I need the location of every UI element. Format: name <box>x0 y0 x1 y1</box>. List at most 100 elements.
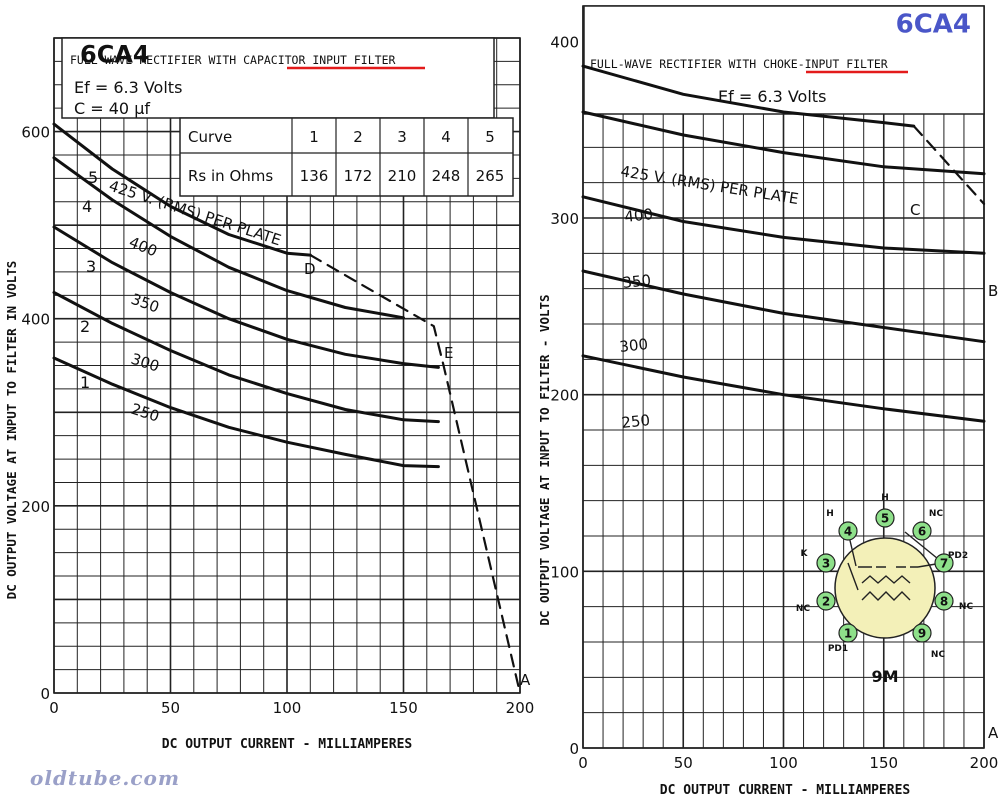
left-curve-voltage-4: 400 <box>127 233 160 260</box>
left-series-5-line <box>52 122 312 257</box>
table-curve-5: 5 <box>485 128 495 146</box>
right-y-axis-label: DC OUTPUT VOLTAGE AT INPUT TO FILTER - V… <box>537 294 552 625</box>
right-curve-voltage-425: 425 V. (RMS) PER PLATE <box>619 162 799 208</box>
right-point-label-b: B <box>988 282 998 300</box>
table-header-label: Curve <box>188 128 232 146</box>
left-series-4-line <box>52 156 405 320</box>
right-x-tick-label: 150 <box>869 754 898 772</box>
left-x-tick-label: 200 <box>506 699 535 717</box>
left-x-tick-label: 50 <box>161 699 180 717</box>
pin-7-number: 7 <box>940 557 948 571</box>
table-row-label: Rs in Ohms <box>188 167 273 185</box>
right-x-axis-label: DC OUTPUT CURRENT - MILLIAMPERES <box>660 783 911 798</box>
left-curve-number-1: 1 <box>80 373 90 392</box>
left-curve-voltage-3: 350 <box>129 290 162 317</box>
right-chart-panel: 6CA4 FULL-WAVE RECTIFIER WITH CHOKE-INPU… <box>537 5 999 798</box>
pin-8-number: 8 <box>940 595 948 609</box>
right-series-350-line <box>581 195 986 255</box>
left-point-label-e: E <box>444 344 453 362</box>
tube-envelope <box>834 537 936 639</box>
left-curve-number-4: 4 <box>82 197 92 216</box>
left-y-tick-label: 200 <box>21 498 50 516</box>
left-capacitance-label: C = 40 μf <box>74 99 150 118</box>
left-ef-label: Ef = 6.3 Volts <box>74 78 182 97</box>
right-x-tick-label: 50 <box>674 754 693 772</box>
left-x-axis-label: DC OUTPUT CURRENT - MILLIAMPERES <box>162 737 413 752</box>
pin-7-name: PD2 <box>948 551 968 561</box>
left-title-box <box>61 37 495 119</box>
pin-3-number: 3 <box>822 557 830 571</box>
left-y-axis-label: DC OUTPUT VOLTAGE AT INPUT TO FILTER IN … <box>4 261 19 600</box>
right-point-label-a: A <box>988 724 999 742</box>
right-curve-voltage-350: 350 <box>622 271 652 292</box>
right-point-label-c: C <box>910 201 920 219</box>
right-series-400-line <box>581 110 986 176</box>
pin-1-name: PD1 <box>828 644 848 654</box>
table-rs-1: 136 <box>300 167 329 185</box>
left-series-1-line <box>52 356 440 469</box>
right-series-425-line <box>581 64 916 128</box>
table-curve-2: 2 <box>353 128 363 146</box>
left-curve-voltage-2: 300 <box>129 350 162 376</box>
right-series-limit-line <box>912 124 986 205</box>
pin-1-circle <box>838 623 858 643</box>
pin-6-circle <box>912 521 932 541</box>
pin-9-circle <box>912 623 932 643</box>
right-y-tick-label: 0 <box>569 740 579 758</box>
pin-5-number: 5 <box>881 512 889 526</box>
pin-2-circle <box>816 591 836 611</box>
pin-1-number: 1 <box>844 627 852 641</box>
right-x-tick-label: 100 <box>769 754 798 772</box>
pin-3-circle <box>816 553 836 573</box>
left-x-tick-label: 150 <box>389 699 418 717</box>
right-y-tick-label: 300 <box>550 210 579 228</box>
table-curve-3: 3 <box>397 128 407 146</box>
pin-4-name: H <box>826 509 834 519</box>
left-series-2-line <box>52 291 440 424</box>
left-curve-number-5: 5 <box>88 168 98 187</box>
pin-8-name: NC <box>959 602 974 612</box>
watermark: oldtube.com <box>30 766 181 790</box>
left-tube-label: 6CA4 <box>80 41 150 69</box>
pin-8-circle <box>934 591 954 611</box>
pin-9-number: 9 <box>918 627 926 641</box>
rs-table: Curve Rs in Ohms 1 2 3 4 5 136 172 210 2… <box>179 117 514 197</box>
left-x-tick-label: 0 <box>49 699 59 717</box>
pin-5-name: H <box>881 493 889 503</box>
right-y-tick-label: 400 <box>550 33 579 51</box>
right-tick-labels: 0 50 100 150 200 0 100 200 300 400 <box>550 33 998 772</box>
table-rs-4: 248 <box>432 167 461 185</box>
left-tick-labels: 0 50 100 150 200 0 200 400 600 <box>21 124 534 717</box>
pin-2-number: 2 <box>822 595 830 609</box>
right-curve-voltage-400: 400 <box>624 205 654 226</box>
right-x-tick-label: 0 <box>578 754 588 772</box>
table-curve-1: 1 <box>309 128 319 146</box>
pin-2-name: NC <box>796 604 811 614</box>
right-x-tick-label: 200 <box>970 754 999 772</box>
right-title-box <box>583 5 985 115</box>
left-curve-number-3: 3 <box>86 257 96 276</box>
right-series-300-line <box>581 269 986 344</box>
right-y-tick-label: 100 <box>550 563 579 581</box>
right-series-250-line <box>581 354 986 423</box>
left-series-3-line <box>52 225 440 369</box>
table-rs-5: 265 <box>476 167 505 185</box>
left-chart-title: FULL WAVE RECTIFIER WITH CAPACITOR INPUT… <box>70 53 395 67</box>
left-series-limit-line <box>309 254 522 695</box>
left-chart-panel: 6CA4 FULL WAVE RECTIFIER WITH CAPACITOR … <box>4 37 534 752</box>
pin-7-circle <box>934 553 954 573</box>
right-tube-label: 6CA4 <box>896 9 971 39</box>
pin-6-number: 6 <box>918 525 926 539</box>
electrode-symbol <box>847 531 944 601</box>
left-point-label-d: D <box>304 260 316 278</box>
pin-4-number: 4 <box>844 525 852 539</box>
table-rs-3: 210 <box>388 167 417 185</box>
table-rs-2: 172 <box>344 167 373 185</box>
table-curve-4: 4 <box>441 128 451 146</box>
left-y-tick-label: 400 <box>21 311 50 329</box>
